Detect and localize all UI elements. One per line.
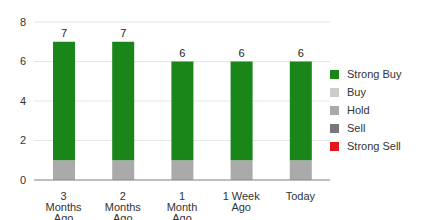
svg-text:2: 2 xyxy=(20,134,26,146)
svg-text:1MonthAgo: 1MonthAgo xyxy=(167,190,198,220)
svg-text:6: 6 xyxy=(239,47,245,59)
svg-text:8: 8 xyxy=(20,16,26,28)
html-text:Strong Sell: Strong Sell xyxy=(347,140,401,152)
svg-text:6: 6 xyxy=(298,47,304,59)
svg-text:1 WeekAgo: 1 WeekAgo xyxy=(223,190,261,213)
svg-text:Today: Today xyxy=(286,190,316,202)
svg-text:4: 4 xyxy=(20,95,26,107)
svg-text:3MonthsAgo: 3MonthsAgo xyxy=(46,190,83,220)
html-text:Sell: Sell xyxy=(347,122,366,134)
svg-text:0: 0 xyxy=(20,174,26,186)
html-text:Strong Buy: Strong Buy xyxy=(347,68,402,80)
svg-text:7: 7 xyxy=(61,27,67,39)
html-text:Buy: Buy xyxy=(347,86,366,98)
svg-text:2MonthsAgo: 2MonthsAgo xyxy=(105,190,142,220)
svg-text:7: 7 xyxy=(120,27,126,39)
svg-text:6: 6 xyxy=(179,47,185,59)
svg-text:6: 6 xyxy=(20,55,26,67)
html-text:Hold: Hold xyxy=(347,104,370,116)
